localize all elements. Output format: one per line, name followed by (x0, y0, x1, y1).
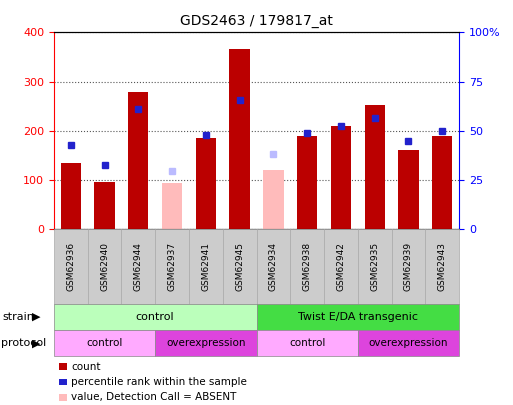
Text: overexpression: overexpression (166, 338, 246, 348)
Text: GSM62943: GSM62943 (438, 242, 447, 291)
Text: ▶: ▶ (32, 338, 41, 348)
Bar (263, 170, 284, 229)
Bar (195, 138, 216, 229)
Text: GSM62935: GSM62935 (370, 242, 379, 291)
Text: percentile rank within the sample: percentile rank within the sample (71, 377, 247, 387)
Text: GSM62936: GSM62936 (66, 242, 75, 291)
Bar (297, 136, 317, 229)
Text: Twist E/DA transgenic: Twist E/DA transgenic (298, 312, 418, 322)
Text: GSM62945: GSM62945 (235, 242, 244, 291)
Bar (61, 162, 81, 229)
Text: GSM62938: GSM62938 (303, 242, 312, 291)
Text: protocol: protocol (1, 338, 46, 348)
Bar (398, 150, 419, 229)
Text: value, Detection Call = ABSENT: value, Detection Call = ABSENT (71, 392, 236, 402)
Text: GSM62944: GSM62944 (134, 242, 143, 291)
Text: count: count (71, 362, 101, 371)
Text: control: control (289, 338, 325, 348)
Text: GSM62940: GSM62940 (100, 242, 109, 291)
Bar (229, 49, 250, 229)
Text: GSM62937: GSM62937 (168, 242, 176, 291)
Bar (94, 182, 114, 229)
Text: control: control (136, 312, 174, 322)
Text: GDS2463 / 179817_at: GDS2463 / 179817_at (180, 14, 333, 28)
Bar (365, 104, 385, 229)
Text: strain: strain (3, 312, 34, 322)
Bar (331, 126, 351, 229)
Text: GSM62942: GSM62942 (337, 242, 345, 291)
Text: overexpression: overexpression (369, 338, 448, 348)
Bar (432, 136, 452, 229)
Bar (162, 183, 182, 229)
Text: GSM62934: GSM62934 (269, 242, 278, 291)
Text: control: control (86, 338, 123, 348)
Text: GSM62939: GSM62939 (404, 242, 413, 291)
Bar (128, 92, 148, 229)
Text: ▶: ▶ (32, 312, 41, 322)
Text: GSM62941: GSM62941 (201, 242, 210, 291)
